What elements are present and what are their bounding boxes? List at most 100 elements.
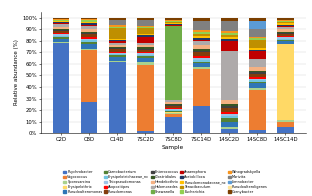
Bar [165,114,182,117]
Bar [221,112,238,114]
Bar [109,43,125,45]
Bar [165,108,182,109]
Bar [53,19,70,20]
Bar [53,35,70,37]
Bar [249,74,266,77]
Bar [80,18,97,19]
Bar [193,51,210,53]
Bar [193,49,210,51]
Bar [53,21,70,22]
Bar [277,37,294,39]
Bar [165,105,182,106]
Bar [221,106,238,108]
Bar [109,47,125,48]
Bar [53,33,70,34]
Bar [80,20,97,22]
Bar [80,32,97,33]
Bar [221,127,238,129]
Bar [165,21,182,22]
Bar [165,22,182,23]
Bar [221,122,238,127]
Bar [193,53,210,56]
Bar [277,40,294,41]
Bar [80,49,97,50]
Bar [109,20,125,25]
Bar [193,41,210,45]
Bar [137,54,154,56]
Bar [193,58,210,60]
Bar [277,41,294,44]
Bar [137,65,154,131]
Bar [249,82,266,83]
Bar [249,21,266,29]
Bar [137,28,154,34]
Bar [80,29,97,32]
Bar [165,25,182,26]
Bar [221,22,238,31]
Bar [109,40,125,41]
Bar [277,24,294,26]
Bar [109,27,125,28]
Bar [137,37,154,43]
Bar [277,26,294,27]
Bar [165,117,182,133]
Bar [193,32,210,34]
Bar [277,20,294,21]
Bar [277,27,294,29]
Bar [80,42,97,44]
Bar [109,52,125,53]
Bar [193,62,210,64]
Bar [53,31,70,33]
Bar [221,37,238,39]
Bar [249,88,266,90]
Bar [80,34,97,37]
Bar [109,53,125,54]
Y-axis label: Relative abundance (%): Relative abundance (%) [14,40,19,105]
Bar [277,22,294,23]
Bar [221,108,238,112]
Bar [137,53,154,54]
Bar [137,62,154,65]
Bar [277,122,294,127]
Bar [109,25,125,27]
Bar [137,52,154,53]
Bar [137,47,154,49]
Bar [80,44,97,49]
Bar [193,69,210,106]
Bar [165,26,182,100]
Bar [193,21,210,30]
Bar [193,64,210,67]
Bar [249,79,266,80]
Bar [221,104,238,106]
Bar [165,113,182,114]
Bar [165,109,182,110]
Bar [53,22,70,23]
Bar [109,57,125,61]
Bar [249,90,266,130]
Bar [80,50,97,102]
Bar [137,20,154,26]
Bar [165,104,182,105]
Bar [137,35,154,37]
Bar [277,34,294,36]
Bar [109,62,125,133]
Bar [137,131,154,133]
Bar [249,18,266,21]
Bar [221,51,238,100]
Bar [165,100,182,102]
Bar [277,120,294,122]
Bar [165,111,182,112]
Bar [221,41,238,51]
Legend: Psychrobacter, Vagococcus, Sporosarcina, Erysipelothrix, Pseudoalteromonas, Carn: Psychrobacter, Vagococcus, Sporosarcina,… [63,170,268,194]
Bar [80,39,97,40]
Bar [80,19,97,20]
Bar [221,100,238,104]
Bar [193,40,210,41]
Bar [109,48,125,49]
Bar [109,41,125,43]
Bar [249,130,266,133]
Bar [249,59,266,67]
Bar [80,33,97,34]
Bar [165,106,182,108]
Bar [53,26,70,29]
